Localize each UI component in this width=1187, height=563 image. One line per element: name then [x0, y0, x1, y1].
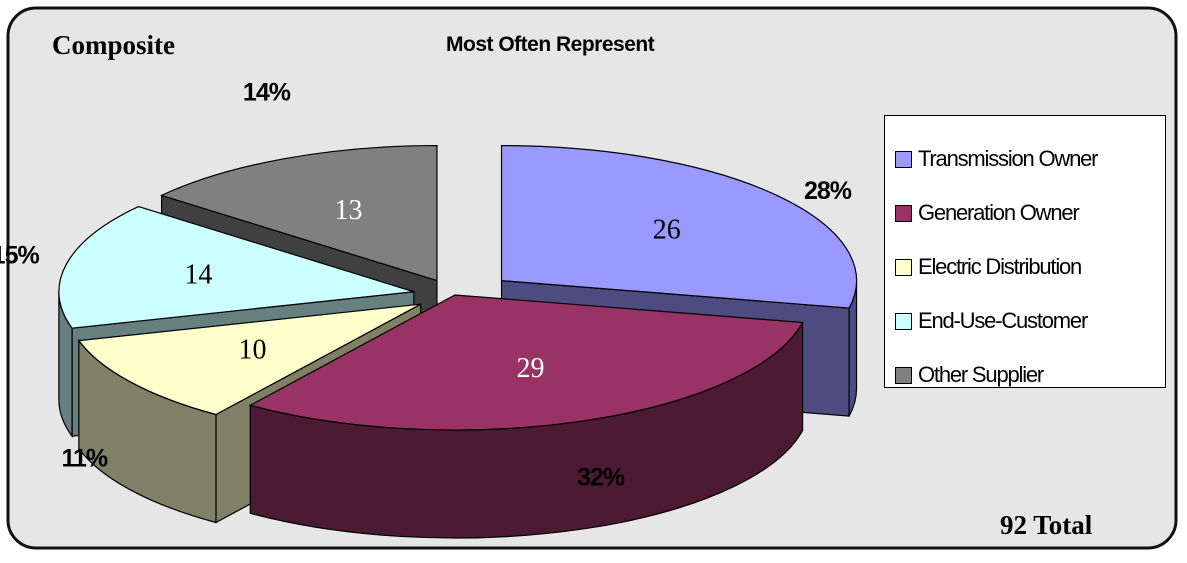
chart-legend: Transmission Owner Generation Owner Elec…: [884, 115, 1166, 388]
legend-swatch-generation-owner: [895, 204, 912, 222]
legend-label: Electric Distribution: [918, 254, 1082, 279]
slice-value-label: 13: [335, 195, 363, 226]
legend-label: Other Supplier: [918, 362, 1044, 387]
legend-swatch-electric-distribution: [895, 258, 912, 276]
legend-item-end-use-customer: End-Use-Customer: [895, 306, 1088, 336]
slice-value-label: 26: [653, 214, 681, 245]
legend-label: End-Use-Customer: [918, 308, 1088, 333]
percent-label-other-supplier: 14%: [243, 79, 291, 107]
legend-swatch-other-supplier: [895, 366, 912, 384]
percent-label-electric-distribution: 11%: [62, 444, 108, 472]
slice-top: [77, 303, 421, 416]
slice-top: [58, 205, 415, 329]
legend-item-electric-distribution: Electric Distribution: [895, 252, 1082, 282]
legend-item-other-supplier: Other Supplier: [895, 360, 1044, 390]
legend-label: Generation Owner: [918, 200, 1080, 225]
slice-generation-owner: 29: [248, 294, 804, 539]
slice-value-label: 14: [184, 260, 212, 291]
slice-value-label: 29: [517, 353, 545, 384]
percent-label-transmission-owner: 28%: [804, 177, 852, 205]
legend-swatch-transmission-owner: [895, 150, 912, 168]
slice-top: [500, 145, 858, 309]
legend-label: Transmission Owner: [918, 146, 1099, 171]
total-label: 92 Total: [1000, 510, 1093, 540]
slice-top: [248, 294, 804, 431]
percent-label-end-use-customer: 15%: [0, 242, 39, 270]
percent-label-generation-owner: 32%: [577, 464, 625, 492]
slice-top: [159, 144, 438, 282]
composite-label: Composite: [52, 30, 175, 60]
slice-value-label: 10: [238, 334, 266, 365]
legend-item-generation-owner: Generation Owner: [895, 198, 1080, 228]
legend-swatch-end-use-customer: [895, 312, 912, 330]
chart-title: Most Often Represent: [446, 33, 655, 56]
legend-item-transmission-owner: Transmission Owner: [895, 144, 1099, 174]
